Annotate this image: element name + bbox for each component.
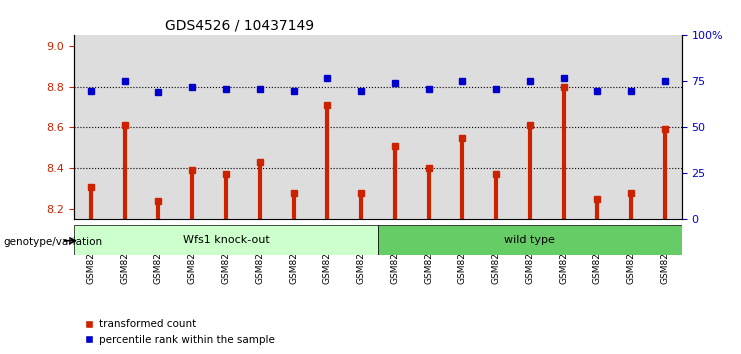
- Bar: [614, 35, 648, 219]
- Legend: transformed count, percentile rank within the sample: transformed count, percentile rank withi…: [79, 315, 279, 349]
- Bar: [176, 35, 209, 219]
- Bar: [108, 35, 142, 219]
- Text: GDS4526 / 10437149: GDS4526 / 10437149: [165, 19, 314, 33]
- Bar: [412, 35, 445, 219]
- Bar: [209, 35, 243, 219]
- Text: wild type: wild type: [505, 235, 555, 245]
- Text: Wfs1 knock-out: Wfs1 knock-out: [182, 235, 270, 245]
- Bar: [378, 225, 682, 255]
- Bar: [243, 35, 276, 219]
- Bar: [344, 35, 378, 219]
- Bar: [74, 35, 108, 219]
- Bar: [310, 35, 344, 219]
- Bar: [479, 35, 513, 219]
- Bar: [580, 35, 614, 219]
- Bar: [74, 225, 378, 255]
- Bar: [547, 35, 580, 219]
- Bar: [142, 35, 176, 219]
- Bar: [445, 35, 479, 219]
- Bar: [513, 35, 547, 219]
- Bar: [276, 35, 310, 219]
- Bar: [648, 35, 682, 219]
- Bar: [378, 35, 412, 219]
- Text: genotype/variation: genotype/variation: [4, 238, 103, 247]
